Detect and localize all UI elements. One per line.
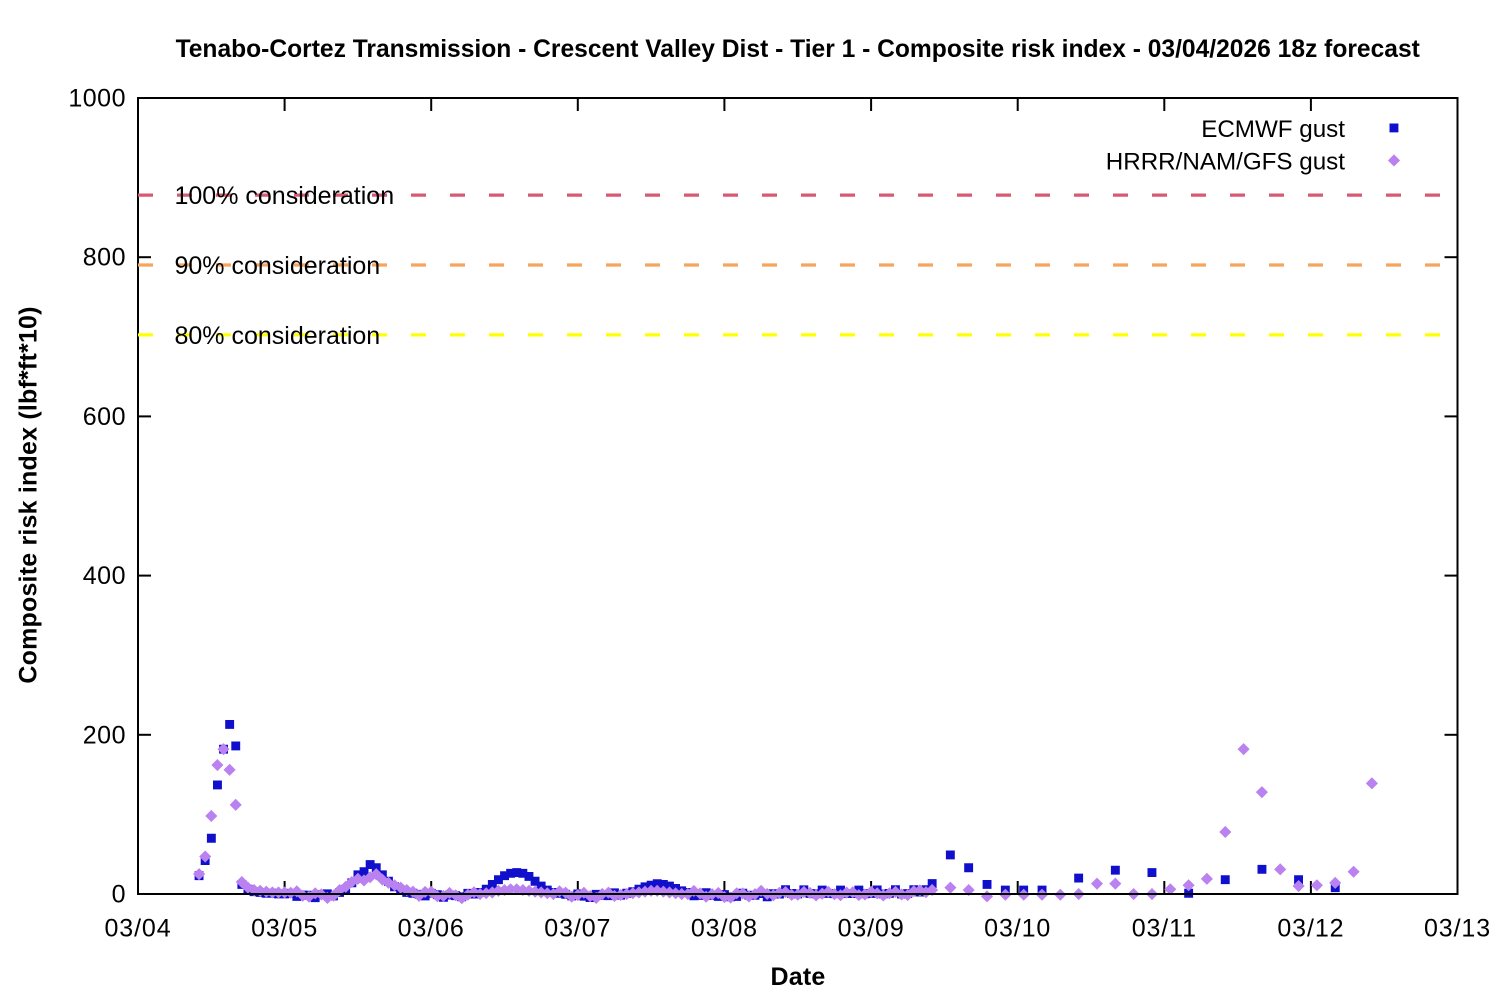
svg-text:800: 800: [83, 244, 126, 272]
svg-text:100% consideration: 100% consideration: [175, 182, 395, 210]
svg-text:80% consideration: 80% consideration: [175, 322, 381, 350]
svg-text:600: 600: [83, 403, 126, 431]
svg-text:200: 200: [83, 721, 126, 749]
svg-text:Date: Date: [771, 963, 826, 991]
svg-text:03/13: 03/13: [1424, 915, 1491, 943]
svg-text:03/04: 03/04: [104, 915, 171, 943]
svg-text:Composite risk index (lbf*ft*1: Composite risk index (lbf*ft*10): [15, 306, 43, 683]
svg-text:400: 400: [83, 562, 126, 590]
svg-text:03/10: 03/10: [984, 915, 1051, 943]
svg-text:90% consideration: 90% consideration: [175, 252, 381, 280]
svg-text:03/12: 03/12: [1277, 915, 1344, 943]
svg-text:1000: 1000: [68, 85, 126, 113]
svg-text:HRRR/NAM/GFS gust: HRRR/NAM/GFS gust: [1106, 149, 1345, 176]
svg-text:Tenabo-Cortez Transmission - C: Tenabo-Cortez Transmission - Crescent Va…: [176, 36, 1420, 63]
svg-text:03/05: 03/05: [251, 915, 318, 943]
svg-text:03/07: 03/07: [544, 915, 611, 943]
svg-text:03/06: 03/06: [398, 915, 465, 943]
svg-text:03/11: 03/11: [1132, 915, 1197, 943]
svg-text:0: 0: [112, 881, 126, 909]
svg-text:03/09: 03/09: [838, 915, 905, 943]
svg-text:03/08: 03/08: [691, 915, 758, 943]
svg-text:ECMWF gust: ECMWF gust: [1201, 116, 1345, 143]
